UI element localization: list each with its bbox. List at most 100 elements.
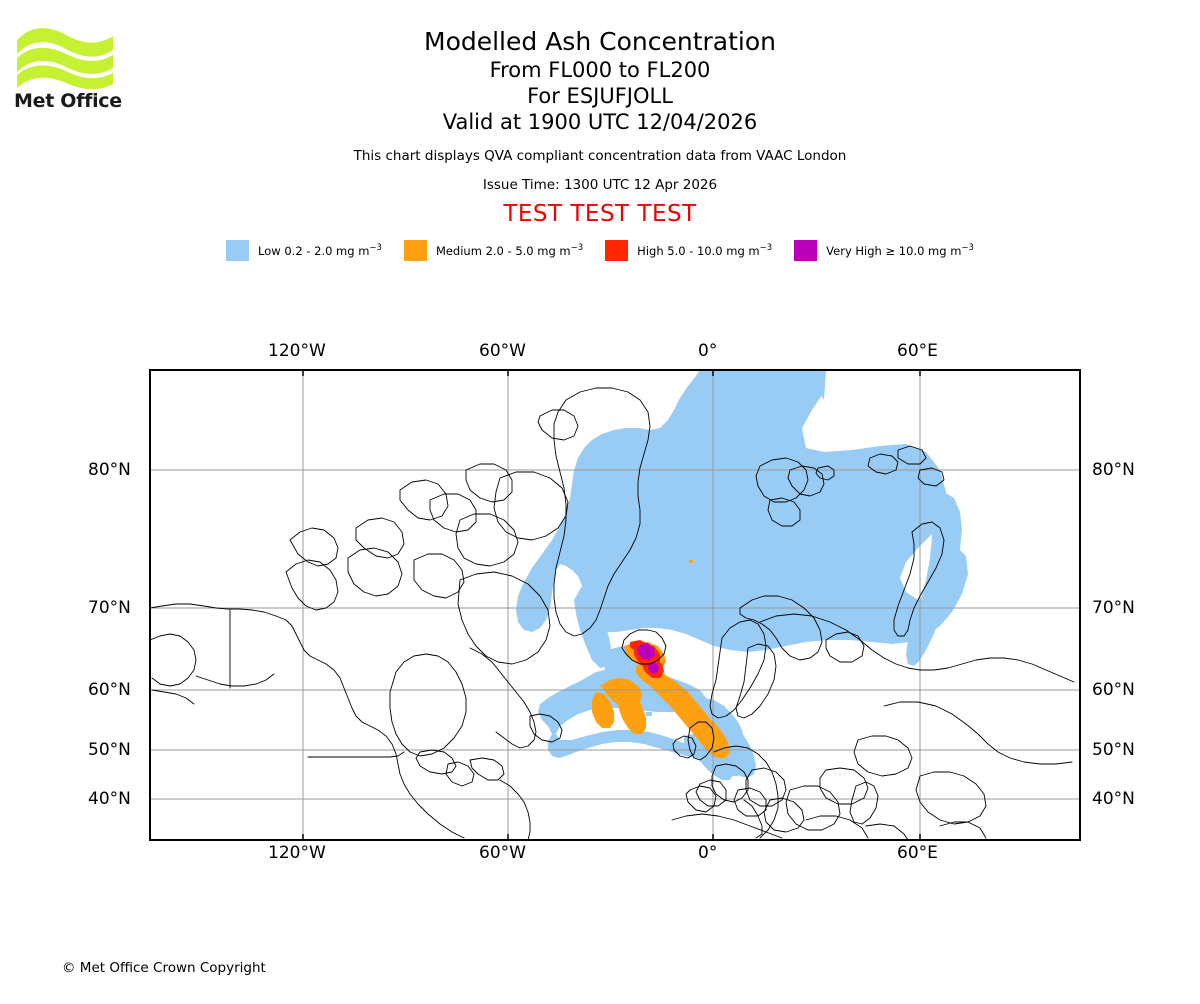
chart-header: Modelled Ash Concentration From FL000 to… (130, 26, 1070, 227)
coastline-banks-island (285, 559, 339, 611)
coastline-franz-josef-land (867, 453, 899, 475)
lat-label-right-70n: 70°N (1092, 598, 1135, 618)
coastline-us-east (499, 779, 531, 840)
volcano-line: For ESJUFJOLL (527, 84, 673, 108)
ash-plume-medium-south-arc (618, 690, 646, 734)
coastline-scandinavia-north (739, 595, 823, 661)
coastline-caspian-sea (849, 781, 879, 825)
legend-swatch-low (226, 240, 250, 261)
copyright-notice: © Met Office Crown Copyright (62, 960, 266, 976)
lon-label-top-0: 0° (698, 341, 718, 361)
border-alps-italy (733, 787, 767, 817)
border-caucasus (819, 767, 869, 805)
coastline-victoria-island-n (289, 527, 339, 567)
coastline-north-africa (671, 813, 783, 839)
coastline-hudson-bay (389, 653, 467, 757)
legend-label-medium: Medium 2.0 - 5.0 mg m−3 (435, 243, 584, 258)
qva-note: This chart displays QVA compliant concen… (353, 148, 847, 164)
ash-plume-low-east-greenland (574, 586, 612, 668)
page-title: Modelled Ash Concentration (424, 27, 776, 56)
coastline-iberia (695, 779, 727, 807)
coastline-great-britain (687, 721, 715, 761)
coastline-franz-josef-north (897, 445, 927, 465)
coastline-prince-of-wales (413, 553, 465, 599)
coastline-svalbard-south (767, 497, 801, 527)
ash-cell-low-2 (646, 712, 652, 716)
coastline-iceland (621, 629, 667, 665)
lat-label-right-50n: 50°N (1092, 740, 1135, 760)
test-banner: TEST TEST TEST (503, 201, 697, 227)
ash-plume-medium-sw-arc (592, 692, 614, 728)
legend-label-high: High 5.0 - 10.0 mg m−3 (637, 243, 773, 258)
concentration-legend: Low 0.2 - 2.0 mg m−3 Medium 2.0 - 5.0 mg… (150, 240, 1050, 261)
coastline-middle-east (865, 823, 909, 840)
ash-plume-low-arctic (516, 370, 968, 652)
coastline-alaska-peninsula (150, 633, 197, 687)
lat-label-left-40n: 40°N (88, 789, 131, 809)
coastline-greenland (553, 387, 651, 637)
coastline-novaya-zemlya (893, 521, 945, 637)
coastline-melville-island (355, 517, 405, 559)
lat-label-right-40n: 40°N (1092, 789, 1135, 809)
coastline-franz-josef-east (917, 467, 945, 487)
coastline-newfoundland (529, 713, 563, 743)
lat-label-left-60n: 60°N (88, 680, 131, 700)
lon-label-bottom-60w: 60°W (479, 843, 526, 863)
border-kazakhstan-south (915, 771, 987, 825)
legend-swatch-very-high (794, 240, 818, 261)
coastline-sweden-finland (735, 643, 777, 719)
ash-plume-medium-scotland (692, 716, 730, 758)
coastline-russia-arctic (759, 613, 1075, 683)
map-gridlines (150, 370, 1080, 840)
coastline-alaska-south (195, 673, 275, 687)
lat-label-right-80n: 80°N (1092, 460, 1135, 480)
coastline-black-sea (785, 785, 841, 831)
coastline-balkans (763, 797, 805, 833)
ash-plume-very-high-core (637, 643, 655, 660)
coastline-aleutians (151, 689, 195, 705)
coastline-ireland (672, 735, 697, 759)
lon-label-bottom-0: 0° (698, 843, 718, 863)
coastline-turkey-south (805, 815, 869, 839)
legend-swatch-medium (403, 240, 427, 261)
border-central-asia-south (939, 821, 987, 839)
coastline-greenland-nw (537, 409, 579, 441)
coastline-svalbard-east (787, 465, 825, 497)
lon-label-top-120w: 120°W (268, 341, 326, 361)
met-office-waves-icon (17, 28, 113, 90)
coastline-norway (709, 619, 767, 719)
coastline-iberia-west (685, 785, 717, 813)
lat-label-left-80n: 80°N (88, 460, 131, 480)
border-ural-region (853, 735, 913, 777)
ash-plume-low-top-feather (700, 370, 826, 404)
coastline-north-america-west (150, 603, 465, 839)
ash-cell-medium-1 (689, 560, 693, 563)
issue-time: Issue Time: 1300 UTC 12 Apr 2026 (482, 177, 718, 193)
valid-time-line: Valid at 1900 UTC 12/04/2026 (442, 110, 758, 134)
coastline-great-lakes-huron-michigan (445, 761, 475, 787)
border-france-germany (711, 763, 749, 803)
lat-label-left-50n: 50°N (88, 740, 131, 760)
met-office-logo: Met Office (14, 22, 124, 114)
coastline-baffin-island (457, 571, 551, 665)
legend-item-very-high: Very High ≥ 10.0 mg m−3 (794, 240, 974, 261)
legend-item-low: Low 0.2 - 2.0 mg m−3 (226, 240, 382, 261)
map-coastlines (150, 387, 1075, 840)
legend-item-medium: Medium 2.0 - 5.0 mg m−3 (403, 240, 584, 261)
lon-label-top-60e: 60°E (897, 341, 938, 361)
ash-plume-very-high-secondary (648, 662, 659, 674)
lon-label-top-60w: 60°W (479, 341, 526, 361)
coastline-victoria-island (347, 547, 403, 597)
coastline-italy (743, 799, 763, 839)
coastline-white-sea (825, 631, 865, 663)
legend-label-low: Low 0.2 - 2.0 mg m−3 (258, 243, 382, 258)
coastline-devon-island (455, 513, 519, 567)
coastline-ellesmere-island (493, 471, 569, 541)
lat-label-right-60n: 60°N (1092, 680, 1135, 700)
legend-item-high: High 5.0 - 10.0 mg m−3 (605, 240, 772, 261)
lat-label-left-70n: 70°N (88, 598, 131, 618)
flight-level-line: From FL000 to FL200 (489, 58, 711, 82)
coastline-great-lakes-erie-ontario (469, 757, 505, 781)
coastline-labrador (469, 647, 537, 749)
